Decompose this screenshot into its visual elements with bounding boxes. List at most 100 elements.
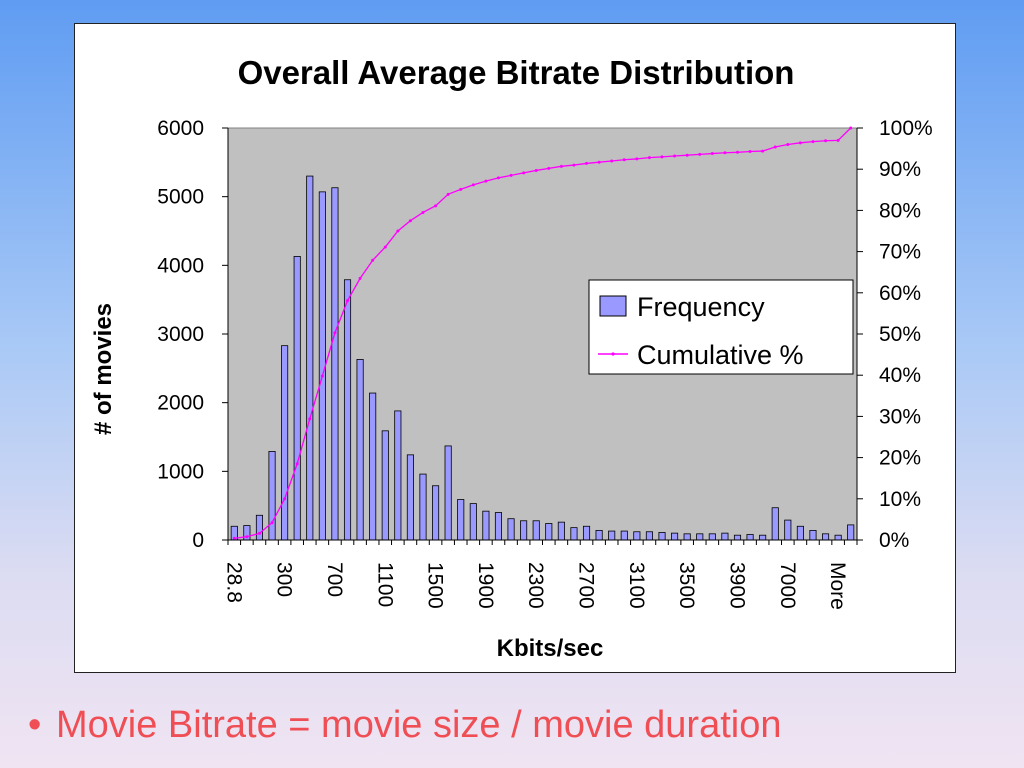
- cumulative-point: [849, 126, 853, 130]
- cumulative-point: [572, 163, 576, 167]
- y-tick-label: 6000: [157, 117, 204, 140]
- cumulative-point: [232, 536, 236, 540]
- cumulative-point: [358, 276, 362, 280]
- x-tick-label: 28.8: [222, 562, 245, 603]
- frequency-bar: [343, 279, 352, 541]
- frequency-bar: [608, 530, 616, 541]
- y2-tick-label: 60%: [879, 282, 921, 305]
- cumulative-point: [723, 151, 727, 155]
- frequency-bar: [733, 534, 742, 541]
- frequency-bar: [507, 518, 515, 541]
- frequency-bar: [847, 524, 855, 541]
- cumulative-point: [346, 299, 350, 303]
- y-tick-label: 2000: [157, 392, 204, 415]
- frequency-bar: [822, 533, 830, 541]
- cumulative-point: [308, 417, 312, 421]
- x-tick-label: 3500: [675, 562, 698, 609]
- y2-tick-label: 50%: [879, 323, 921, 346]
- y-tick-label: 3000: [157, 323, 204, 346]
- x-tick-label: 1900: [474, 562, 497, 609]
- cumulative-point: [559, 164, 563, 168]
- frequency-bar: [293, 256, 301, 541]
- cumulative-line: [234, 127, 852, 539]
- cumulative-point: [698, 152, 702, 156]
- frequency-bar: [494, 512, 503, 541]
- cumulative-point: [811, 140, 815, 144]
- cumulative-point: [283, 497, 287, 501]
- frequency-bar: [759, 534, 767, 541]
- cumulative-point: [735, 150, 739, 154]
- frequency-bar: [784, 519, 792, 541]
- frequency-bar: [306, 175, 314, 541]
- cumulative-point: [710, 152, 714, 156]
- bitrate-chart: Overall Average Bitrate Distribution 0 10…: [90, 54, 933, 662]
- x-tick-label: 2700: [575, 562, 598, 609]
- cumulative-point: [547, 166, 551, 170]
- frequency-bar: [645, 531, 653, 541]
- frequency-bar: [369, 392, 377, 541]
- frequency-bar: [356, 359, 364, 541]
- cumulative-point: [585, 161, 589, 165]
- frequency-bar: [721, 532, 729, 541]
- x-axis-title: Kbits/sec: [497, 635, 604, 662]
- cumulative-point: [660, 155, 664, 159]
- frequency-bar: [432, 485, 440, 541]
- cumulative-point: [245, 535, 249, 539]
- legend-box: [588, 279, 854, 375]
- cumulative-point: [459, 187, 463, 191]
- cumulative-point: [484, 179, 488, 183]
- frequency-bar: [683, 533, 691, 541]
- frequency-bar: [796, 525, 804, 541]
- cumulative-point: [434, 204, 438, 208]
- line-layer: [232, 126, 853, 540]
- cumulative-point: [597, 160, 601, 164]
- chart-title: Overall Average Bitrate Distribution: [238, 54, 795, 91]
- x-tick-label: 3100: [625, 562, 648, 609]
- cumulative-point: [673, 154, 677, 158]
- frequency-bar: [331, 187, 339, 541]
- y2-tick-label: 30%: [879, 405, 921, 428]
- cumulative-point: [522, 171, 526, 175]
- frequency-bar: [570, 527, 578, 541]
- cumulative-point: [786, 142, 790, 146]
- x-tick-label: More: [826, 562, 849, 610]
- y2-tick-label: 100%: [879, 117, 933, 140]
- frequency-bar: [255, 514, 263, 541]
- x-tick-label: 2300: [524, 562, 547, 609]
- frequency-bar: [658, 532, 666, 541]
- x-tick-label: 1500: [424, 562, 447, 609]
- cumulative-point: [622, 158, 626, 162]
- cumulative-point: [509, 173, 513, 177]
- frequency-bar: [419, 473, 427, 541]
- legend-frequency-label: Frequency: [637, 292, 765, 322]
- frequency-bar: [457, 499, 465, 541]
- cumulative-point: [333, 331, 337, 335]
- frequency-bar: [281, 345, 289, 541]
- frequency-bar: [696, 533, 704, 541]
- cumulative-point: [383, 245, 387, 249]
- cumulative-point: [446, 192, 450, 196]
- frequency-bar: [381, 430, 389, 541]
- cumulative-point: [798, 141, 802, 145]
- x-tick-label: 300: [273, 562, 296, 597]
- bullet-point: • Movie Bitrate = movie size / movie dura…: [28, 700, 781, 750]
- bullet-symbol: •: [28, 704, 42, 746]
- frequency-bar: [268, 451, 276, 541]
- x-tick-label: 700: [323, 562, 346, 597]
- y2-tick-label: 70%: [879, 241, 921, 264]
- cumulative-point: [685, 153, 689, 157]
- x-tick-label: 7000: [776, 562, 799, 609]
- cumulative-point: [496, 176, 500, 180]
- y-tick-label: 4000: [157, 254, 204, 277]
- legend-cumulative-label: Cumulative %: [637, 340, 804, 370]
- cumulative-point: [836, 138, 840, 142]
- frequency-bar: [809, 529, 817, 541]
- y-tick-label: 5000: [157, 186, 204, 209]
- y-tick-label: 0: [192, 529, 204, 552]
- chart-panel: Overall Average Bitrate Distribution 0 10…: [74, 23, 956, 673]
- y2-tick-label: 40%: [879, 364, 921, 387]
- frequency-bar: [633, 531, 641, 541]
- x-tick-label: 3900: [725, 562, 748, 609]
- frequency-bar: [545, 523, 553, 541]
- y-tick-label: 1000: [157, 460, 204, 483]
